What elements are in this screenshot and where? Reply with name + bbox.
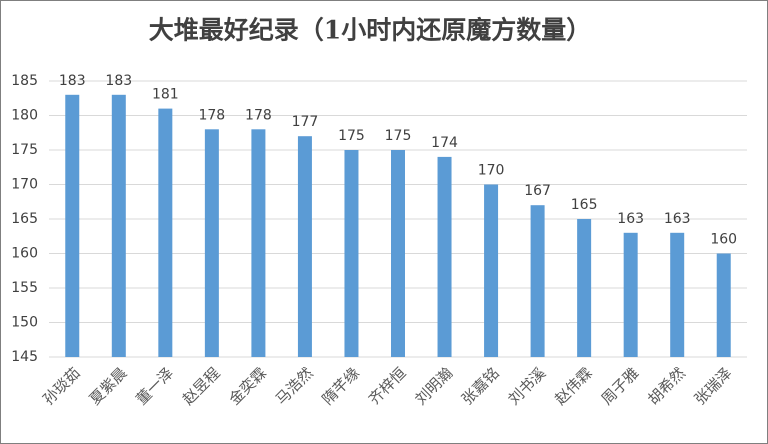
bar: [577, 219, 592, 357]
y-tick-label: 155: [11, 280, 38, 296]
bar: [204, 129, 219, 357]
y-tick-label: 180: [11, 108, 38, 124]
bar: [484, 184, 499, 357]
bar: [297, 136, 312, 357]
data-label: 174: [431, 135, 458, 151]
data-label: 160: [710, 232, 737, 248]
chart-title: 大堆最好纪录（1小时内还原魔方数量）: [149, 16, 591, 45]
y-tick-label: 185: [11, 73, 38, 89]
bar: [344, 150, 359, 357]
data-label: 163: [664, 211, 691, 227]
y-tick-label: 160: [11, 246, 38, 262]
y-tick-label: 150: [11, 315, 38, 331]
data-label: 181: [152, 87, 179, 103]
data-label: 175: [338, 128, 365, 144]
data-label: 177: [292, 114, 319, 130]
data-label: 183: [105, 73, 132, 89]
bar: [251, 129, 266, 357]
bar: [716, 253, 731, 357]
y-tick-label: 170: [11, 177, 38, 193]
bar: [670, 232, 685, 357]
bar: [111, 94, 126, 358]
y-tick-label: 175: [11, 142, 38, 158]
bar: [623, 232, 638, 357]
data-label: 170: [478, 163, 505, 179]
bar: [158, 108, 173, 357]
data-label: 178: [245, 107, 272, 123]
bar: [391, 150, 405, 357]
y-tick-label: 165: [11, 211, 38, 227]
data-label: 178: [198, 107, 225, 123]
data-label: 175: [385, 128, 412, 144]
y-tick-label: 145: [11, 349, 38, 365]
bar: [65, 94, 80, 358]
data-label: 165: [571, 197, 598, 213]
bar: [530, 205, 545, 357]
bar: [437, 156, 452, 357]
data-label: 163: [617, 211, 644, 227]
data-label: 183: [59, 73, 86, 89]
data-label: 167: [524, 183, 551, 199]
